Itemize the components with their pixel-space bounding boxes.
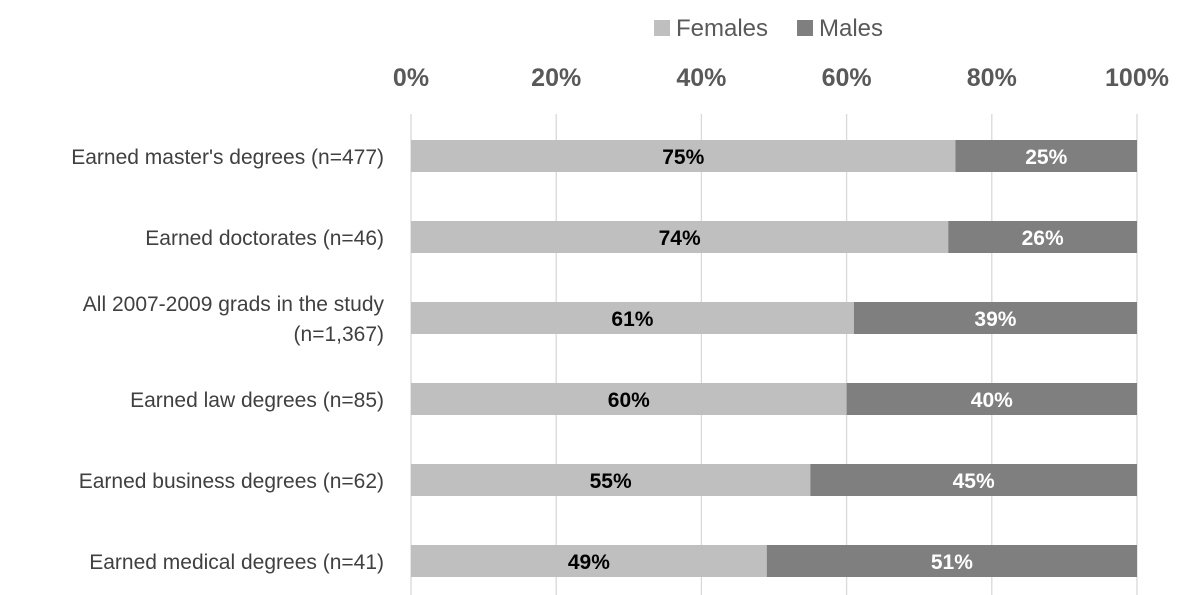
category-label: Earned medical degrees (n=41) bbox=[89, 551, 384, 574]
bar-females bbox=[411, 545, 767, 577]
bar-females bbox=[411, 140, 956, 172]
x-tick-label: 60% bbox=[822, 64, 872, 92]
data-label-males: 51% bbox=[931, 551, 973, 574]
category-label: Earned doctorates (n=46) bbox=[145, 227, 384, 250]
legend-swatch-males bbox=[797, 20, 813, 36]
data-label-females: 60% bbox=[608, 389, 650, 412]
data-label-females: 55% bbox=[590, 470, 632, 493]
legend-swatch-females bbox=[654, 20, 670, 36]
data-label-males: 39% bbox=[974, 308, 1016, 331]
category-label: Earned business degrees (n=62) bbox=[79, 470, 384, 493]
bar-females bbox=[411, 221, 949, 253]
legend: Females Males bbox=[654, 15, 883, 42]
data-label-females: 74% bbox=[659, 227, 701, 250]
data-label-males: 45% bbox=[953, 470, 995, 493]
data-label-females: 49% bbox=[568, 551, 610, 574]
x-tick-label: 20% bbox=[531, 64, 581, 92]
bar-females bbox=[411, 383, 847, 415]
bar-males bbox=[955, 140, 1137, 172]
x-tick-label: 0% bbox=[393, 64, 429, 92]
bar-males bbox=[810, 464, 1137, 496]
data-label-males: 25% bbox=[1025, 146, 1067, 169]
bar-females bbox=[411, 464, 811, 496]
category-label: Earned master's degrees (n=477) bbox=[71, 146, 384, 169]
category-labels: Earned master's degrees (n=477) Earned do… bbox=[71, 146, 384, 574]
bar-males bbox=[853, 302, 1137, 334]
bar-males bbox=[846, 383, 1137, 415]
bar-females bbox=[411, 302, 854, 334]
data-label-females: 61% bbox=[611, 308, 653, 331]
bar-males bbox=[766, 545, 1137, 577]
data-labels: 75% 25% 74% 26% 61% 39% 60% 40% 55% 45% 49% 51% bbox=[568, 146, 1068, 574]
x-tick-label: 40% bbox=[676, 64, 726, 92]
category-label: Earned law degrees (n=85) bbox=[130, 389, 384, 412]
category-label: (n=1,367) bbox=[294, 323, 384, 346]
category-label: All 2007-2009 grads in the study bbox=[83, 293, 385, 316]
data-label-females: 75% bbox=[662, 146, 704, 169]
gridlines bbox=[410, 114, 1138, 595]
x-axis-tick-labels: 0% 20% 40% 60% 80% 100% bbox=[393, 64, 1169, 92]
x-tick-label: 100% bbox=[1105, 64, 1169, 92]
data-label-males: 26% bbox=[1022, 227, 1064, 250]
x-tick-label: 80% bbox=[967, 64, 1017, 92]
legend-label-females: Females bbox=[676, 15, 768, 42]
bar-males bbox=[948, 221, 1137, 253]
legend-label-males: Males bbox=[819, 15, 883, 42]
bars bbox=[411, 140, 1137, 577]
data-label-males: 40% bbox=[971, 389, 1013, 412]
